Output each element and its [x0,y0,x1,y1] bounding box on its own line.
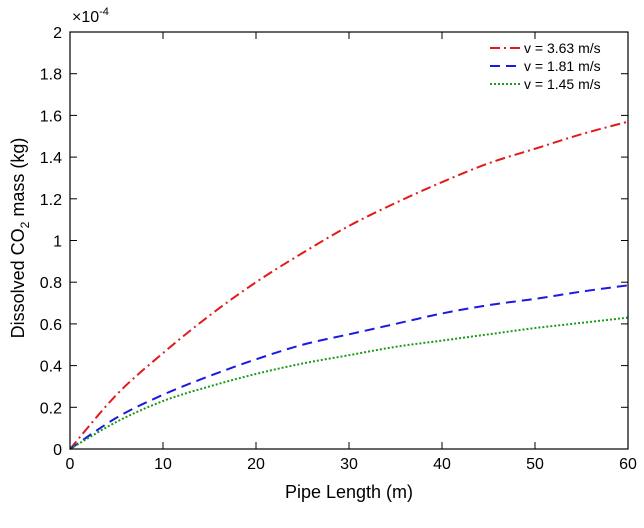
legend-label: v = 1.45 m/s [524,76,601,92]
y-tick-label: 2 [53,25,62,42]
x-tick-label: 40 [433,456,451,473]
y-tick-label: 0.6 [40,317,62,334]
series-line-1 [69,120,629,450]
y-title-subscript: 2 [18,221,32,228]
x-tick-label: 50 [526,456,544,473]
x-tick-label: 0 [66,456,75,473]
axis-tick-labels: 0 10 20 30 40 50 60 0 0.2 0.4 0.6 0.8 1 1.2 1.4 1.6 1.8 2 [40,25,637,473]
y-tick-label: 0.8 [40,275,62,292]
y-axis-multiplier: ×10-4 [72,6,109,26]
y-axis-title: Dissolved CO2 mass (kg) [8,138,32,339]
series-line-2 [69,284,629,450]
x-tick-label: 60 [619,456,637,473]
y-title-part-1: Dissolved CO [8,228,28,338]
series-line-3 [69,316,629,450]
y-tick-label: 0.2 [40,400,62,417]
y-title-part-3: mass (kg) [8,138,28,222]
y-tick-label: 1 [53,234,62,251]
y-tick-label: 0 [53,442,62,459]
y-tick-label: 1.4 [40,150,62,167]
legend: v = 3.63 m/s v = 1.81 m/s v = 1.45 m/s [490,40,601,92]
y-tick-label: 1.8 [40,67,62,84]
x-tick-label: 30 [340,456,358,473]
multiplier-exponent: -4 [99,6,109,18]
y-tick-label: 1.2 [40,192,62,209]
x-axis-title: Pipe Length (m) [285,482,413,502]
plot-frame [69,31,629,450]
x-tick-label: 10 [154,456,172,473]
legend-label: v = 1.81 m/s [524,58,601,74]
axis-ticks [69,31,629,450]
multiplier-base: ×10 [72,9,99,26]
series-lines [69,120,629,450]
y-tick-label: 0.4 [40,359,62,376]
legend-label: v = 3.63 m/s [524,40,601,56]
y-tick-label: 1.6 [40,108,62,125]
x-tick-label: 20 [247,456,265,473]
